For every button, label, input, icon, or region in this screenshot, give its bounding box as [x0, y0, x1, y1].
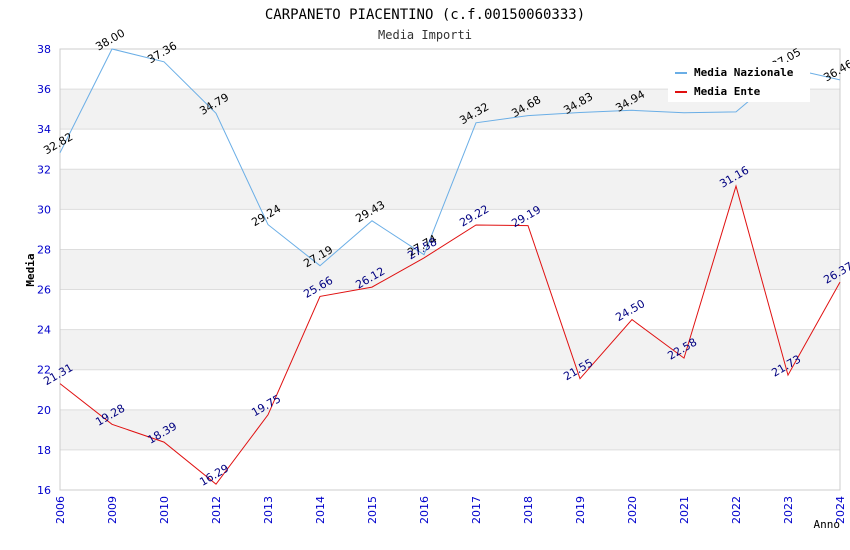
legend-background: [668, 62, 810, 102]
y-axis-label: Media: [24, 253, 37, 286]
x-tick-label: 2022: [730, 496, 743, 524]
x-tick-label: 2013: [262, 496, 275, 524]
x-tick-label: 2017: [470, 496, 483, 524]
grid-band: [60, 449, 840, 490]
series-line: [59, 184, 841, 485]
x-tick-label: 2006: [54, 496, 67, 524]
chart-subtitle: Media Importi: [378, 28, 472, 42]
plot-border: [59, 48, 841, 491]
x-axis-label: Anno: [814, 518, 841, 531]
y-tick-label: 16: [37, 484, 51, 497]
chart-title: CARPANETO PIACENTINO (c.f.00150060333): [265, 7, 585, 23]
y-tick-label: 28: [37, 243, 51, 256]
x-tick-label: 2018: [522, 496, 535, 524]
x-tick-label: 2023: [782, 496, 795, 524]
series-line: [59, 48, 841, 267]
x-tick-label: 2016: [418, 496, 431, 524]
y-tick-label: 34: [37, 123, 51, 136]
x-tick-label: 2014: [314, 496, 327, 524]
x-tick-label: 2019: [574, 496, 587, 524]
y-tick-label: 22: [37, 364, 51, 377]
x-tick-label: 2012: [210, 496, 223, 524]
grid-band: [60, 369, 840, 410]
x-tick-label: 2010: [158, 496, 171, 524]
series-lines: [59, 48, 841, 485]
grid-band: [60, 289, 840, 330]
legend-entry: Media Nazionale: [694, 66, 794, 79]
grid-band: [60, 249, 840, 290]
x-tick-label: 2020: [626, 496, 639, 524]
x-tick-label: 2021: [678, 496, 691, 524]
y-tick-label: 30: [37, 203, 51, 216]
y-tick-label: 18: [37, 444, 51, 457]
y-tick-label: 32: [37, 163, 51, 176]
y-tick-label: 38: [37, 43, 51, 56]
grid-band: [60, 129, 840, 170]
y-tick-label: 20: [37, 404, 51, 417]
grid-band: [60, 209, 840, 250]
grid-bands: [60, 49, 840, 490]
grid-band: [60, 409, 840, 450]
grid-band: [60, 329, 840, 370]
x-tick-label: 2024: [834, 496, 847, 524]
y-tick-label: 36: [37, 83, 51, 96]
y-axis-ticks: 16 18 20 22 24 26 28 30 32 34 36 38: [37, 43, 51, 497]
legend-entry: Media Ente: [694, 85, 761, 98]
x-axis-ticks: 2006 2009 2010 2012 2013 2014 2015 2016 2017 2018…: [54, 496, 847, 524]
x-tick-label: 2009: [106, 496, 119, 524]
y-tick-label: 24: [37, 324, 51, 337]
legend: Media Nazionale Media Ente: [668, 62, 810, 102]
y-tick-label: 26: [37, 284, 51, 297]
x-tick-label: 2015: [366, 496, 379, 524]
